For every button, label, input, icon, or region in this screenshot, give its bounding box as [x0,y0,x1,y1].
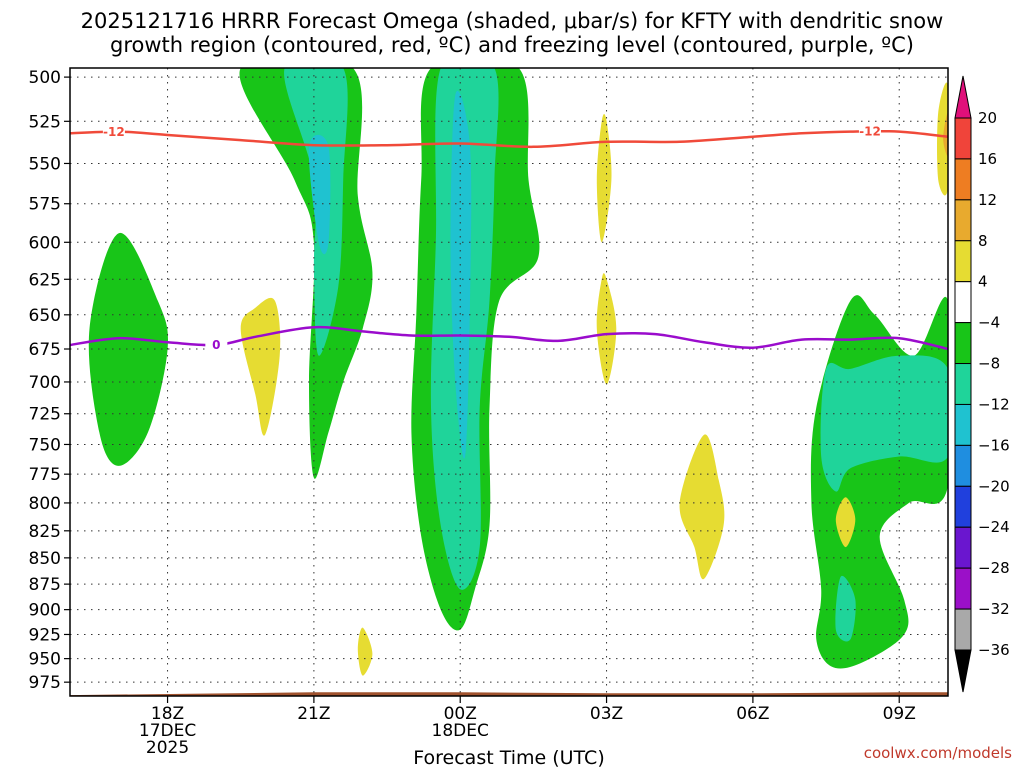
x-tick-label: 2025 [146,738,189,758]
x-tick-label: 21Z [297,704,330,724]
y-tick-label: 850 [29,549,61,569]
colorbar-bin [954,363,972,405]
colorbar-bin [954,567,972,610]
x-tick-label: 06Z [736,704,769,724]
y-tick-label: 750 [29,435,61,455]
colorbar-label: −24 [978,518,1010,536]
colorbar-label: −36 [978,641,1010,659]
colorbar-bin [954,117,972,160]
y-tick-label: 725 [29,405,61,425]
x-axis-label: Forecast Time (UTC) [413,747,604,768]
colorbar-bin [954,281,972,324]
omega-region-0 [88,232,168,466]
omega-region-17 [943,112,948,157]
x-tick-label: 03Z [590,704,623,724]
colorbar: 20 16 12 8 4 −4 −8 −12 −16 −20 −24 −28 −32 −36 [954,75,1010,693]
y-tick-label: 575 [29,195,61,215]
omega-region-16 [937,82,948,196]
colorbar-label: −4 [978,314,1000,332]
colorbar-label: 4 [978,273,988,291]
omega-region-3 [308,134,331,255]
omega-region-8 [820,355,948,492]
y-tick-label: 700 [29,373,61,393]
colorbar-bin [954,240,972,283]
colorbar-label: 12 [978,191,997,209]
colorbar-bin [954,403,972,446]
x-tick-label: 17DEC [139,721,196,741]
colorbar-bin [954,158,972,201]
colorbar-over-arrow [954,75,972,119]
omega-region-12 [596,273,617,385]
x-tick-label: 18DEC [432,721,489,741]
colorbar-label: −12 [978,395,1010,413]
colorbar-bin [954,608,972,651]
y-tick-label: 775 [29,465,61,485]
y-tick-label: 500 [29,68,61,88]
y-tick-label: 875 [29,575,61,595]
y-tick-label: 800 [29,494,61,514]
omega-region-15 [357,627,373,676]
colorbar-label: 8 [978,232,988,250]
y-tick-label: 900 [29,601,61,621]
colorbar-label: −32 [978,600,1010,618]
colorbar-label: −20 [978,477,1010,495]
x-tick-label: 00Z [444,704,477,724]
y-tick-label: 525 [29,112,61,132]
credit-text: coolwx.com/models [864,744,1012,762]
contour-label-0-1: -12 [859,125,881,139]
contour-line-1 [70,325,948,351]
omega-region-9 [835,575,856,642]
contour-label-bg [205,336,228,352]
contour-label-bg [102,123,125,139]
contour-line-0 [70,129,948,149]
y-tick-label: 650 [29,306,61,326]
contour-label-bg [858,123,881,139]
colorbar-label: 16 [978,150,997,168]
omega-region-13 [679,434,725,580]
omega-region-2 [284,68,348,356]
contour-label-1-0: 0 [212,338,220,352]
y-tick-label: 925 [29,625,61,645]
y-tick-label: 625 [29,270,61,290]
colorbar-label: −8 [978,355,1000,373]
colorbar-bin [954,444,972,487]
omega-region-14 [835,497,856,548]
colorbar-bin [954,526,972,569]
x-tick-label: 18Z [151,704,184,724]
x-tick-label: 09Z [883,704,916,724]
y-tick-label: 975 [29,673,61,693]
chart-title-line2: growth region (contoured, red, ºC) and f… [110,33,914,57]
omega-region-11 [596,114,612,243]
omega-region-10 [240,297,281,436]
colorbar-label: −16 [978,436,1010,454]
y-tick-label: 600 [29,233,61,253]
colorbar-bin [954,199,972,242]
contour-label-0-0: -12 [103,125,125,139]
colorbar-bin [954,485,972,528]
y-tick-label: 550 [29,154,61,174]
surface-ground [70,692,948,696]
y-tick-label: 950 [29,650,61,670]
colorbar-label: 20 [978,109,997,127]
y-axis: 500 525 550 575 600 625 650 675 700 725 750 775 800 8… [29,68,70,693]
plot-area [70,68,948,696]
y-tick-label: 675 [29,340,61,360]
colorbar-under-arrow [954,649,972,693]
colorbar-bin [954,322,972,365]
contours: -12 -12 0 [70,123,948,352]
chart-title-line1: 2025121716 HRRR Forecast Omega (shaded, … [81,9,944,33]
colorbar-label: −28 [978,559,1010,577]
y-tick-label: 825 [29,522,61,542]
omega-region-6 [450,90,472,459]
